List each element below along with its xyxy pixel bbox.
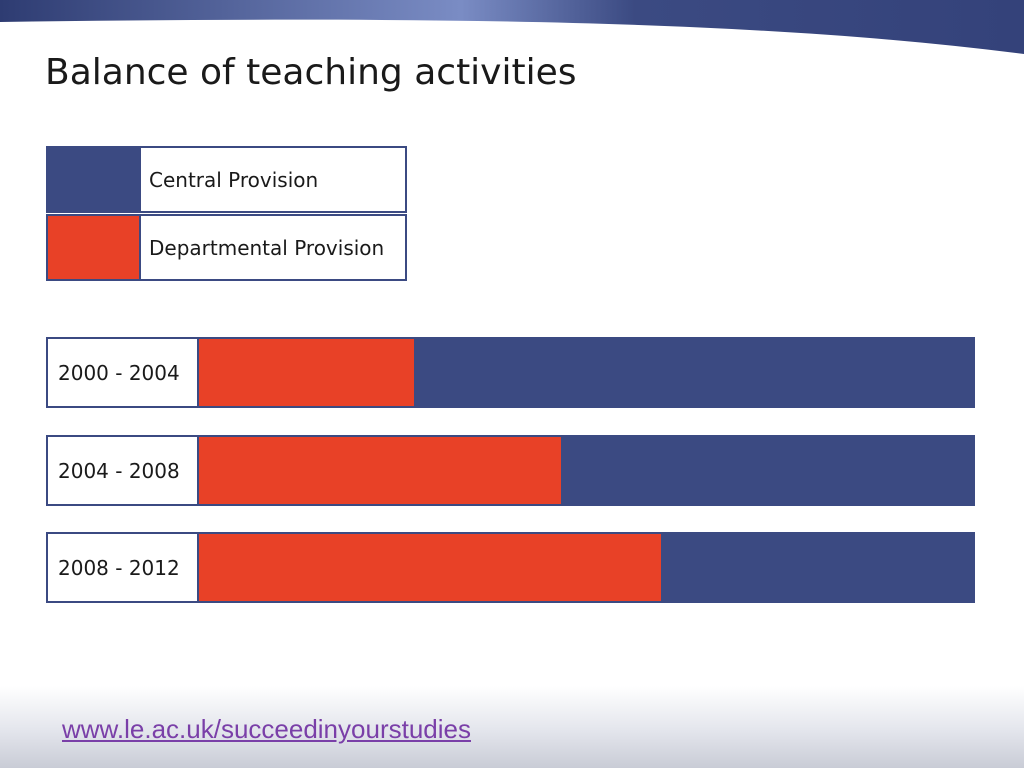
bar-segment-departmental — [199, 437, 563, 504]
legend-swatch-central — [48, 148, 141, 211]
category-label: 2000 - 2004 — [58, 360, 180, 385]
legend-item-central: Central Provision — [46, 146, 407, 213]
footer-band — [0, 686, 1024, 768]
slide-title: Balance of teaching activities — [45, 52, 577, 93]
header-banner — [0, 0, 1024, 54]
category-label-cell: 2008 - 2012 — [48, 534, 197, 601]
legend-label-central: Central Provision — [149, 167, 319, 192]
bar-row-2004-2008: 2004 - 2008 — [46, 435, 975, 506]
category-label: 2008 - 2012 — [58, 555, 180, 580]
legend-item-departmental: Departmental Provision — [46, 214, 407, 281]
category-label-cell: 2000 - 2004 — [48, 339, 197, 406]
legend-swatch-departmental — [48, 216, 141, 279]
bar-segment-central — [415, 339, 973, 406]
bar-row-2000-2004: 2000 - 2004 — [46, 337, 975, 408]
website-link[interactable]: www.le.ac.uk/succeedinyourstudies — [62, 714, 471, 744]
category-label-cell: 2004 - 2008 — [48, 437, 197, 504]
bar-segment-departmental — [199, 534, 664, 601]
bar-segment-central — [663, 534, 973, 601]
bar-segment-central — [562, 437, 973, 504]
legend-label-departmental: Departmental Provision — [149, 235, 385, 260]
category-label: 2004 - 2008 — [58, 458, 180, 483]
bar-row-2008-2012: 2008 - 2012 — [46, 532, 975, 603]
bar-segment-departmental — [199, 339, 416, 406]
